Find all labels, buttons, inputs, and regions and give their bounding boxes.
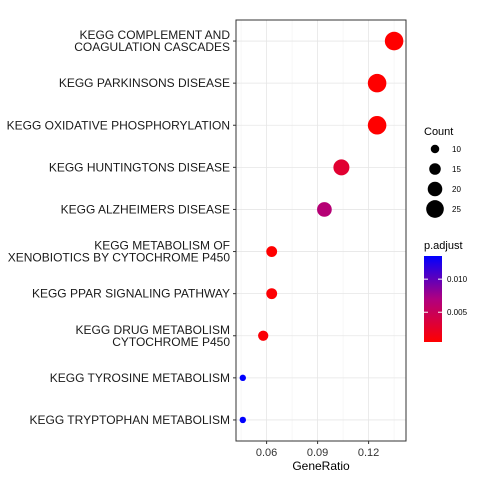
y-tick-label: KEGG COMPLEMENT AND bbox=[80, 28, 231, 42]
data-point bbox=[333, 159, 350, 176]
grid-minor bbox=[240, 20, 395, 441]
size-legend-label: 25 bbox=[452, 205, 461, 214]
size-legend-key bbox=[429, 163, 441, 175]
size-legend-label: 20 bbox=[452, 185, 461, 194]
y-tick-label: KEGG METABOLISM OF bbox=[94, 239, 230, 253]
color-legend-title: p.adjust bbox=[424, 240, 463, 252]
size-legend-label: 10 bbox=[452, 145, 461, 154]
x-tick-label: 0.09 bbox=[307, 447, 328, 459]
data-point bbox=[239, 416, 246, 424]
data-point bbox=[258, 330, 269, 341]
color-legend-bar bbox=[424, 256, 442, 342]
size-legend-key bbox=[430, 144, 440, 154]
y-tick-label: KEGG ALZHEIMERS DISEASE bbox=[61, 202, 230, 216]
y-tick-label: KEGG HUNTINGTONS DISEASE bbox=[49, 160, 230, 174]
y-tick-label: XENOBIOTICS BY CYTOCHROME P450 bbox=[8, 251, 231, 265]
x-tick-label: 0.12 bbox=[358, 447, 379, 459]
data-point bbox=[266, 246, 278, 257]
y-tick-label: KEGG TYROSINE METABOLISM bbox=[50, 371, 230, 385]
y-tick-label: KEGG OXIDATIVE PHOSPHORYLATION bbox=[7, 118, 230, 132]
plot-border bbox=[235, 19, 407, 442]
x-axis: 0.06 0.09 0.12 bbox=[256, 441, 379, 459]
x-axis-title: GeneRatio bbox=[292, 459, 350, 473]
size-legend-label: 15 bbox=[452, 165, 461, 174]
size-legend-key bbox=[426, 200, 444, 218]
y-tick-label: KEGG TRYPTOPHAN METABOLISM bbox=[30, 413, 231, 427]
color-legend: p.adjust 0.005 0.010 bbox=[424, 240, 468, 342]
data-point bbox=[317, 202, 332, 217]
y-tick-label: KEGG PARKINSONS DISEASE bbox=[59, 76, 230, 90]
data-point bbox=[384, 31, 404, 51]
size-legend: Count 10 15 20 25 bbox=[424, 126, 461, 218]
data-points bbox=[239, 31, 404, 424]
size-legend-title: Count bbox=[424, 126, 453, 138]
data-point bbox=[239, 374, 246, 382]
color-legend-label: 0.010 bbox=[447, 275, 468, 284]
y-tick-label: COAGULATION CASCADES bbox=[74, 40, 230, 54]
x-tick-label: 0.06 bbox=[256, 447, 277, 459]
y-tick-label: KEGG DRUG METABOLISM bbox=[76, 323, 230, 337]
y-tick-label: CYTOCHROME P450 bbox=[112, 335, 230, 349]
size-legend-key bbox=[427, 181, 443, 197]
data-point bbox=[367, 73, 387, 93]
color-legend-label: 0.005 bbox=[447, 308, 468, 317]
data-point bbox=[367, 115, 387, 135]
data-point bbox=[266, 288, 278, 300]
y-tick-label: KEGG PPAR SIGNALING PATHWAY bbox=[32, 287, 230, 301]
